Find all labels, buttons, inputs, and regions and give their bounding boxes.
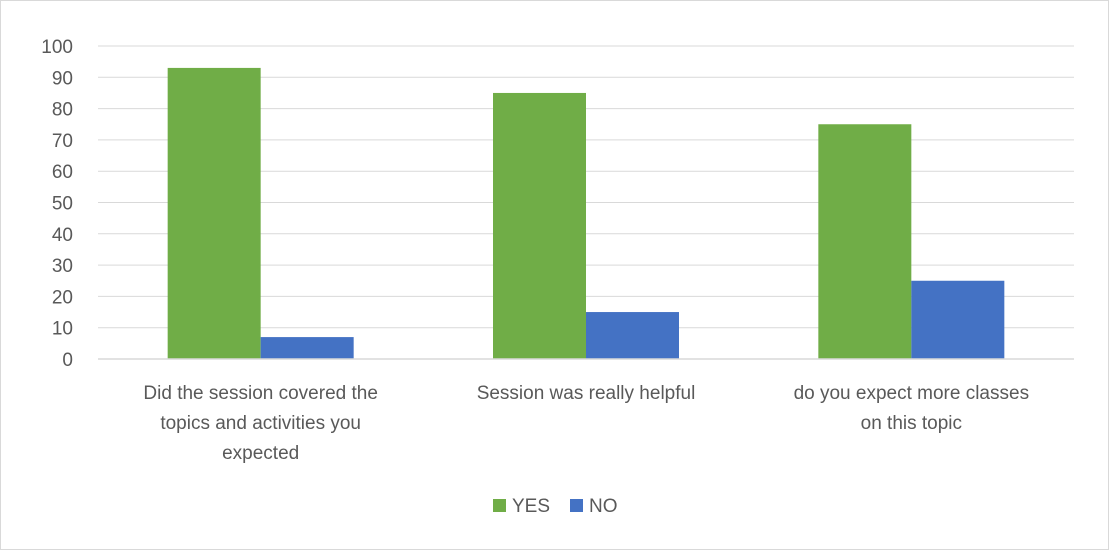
y-tick-label: 50 [52, 194, 73, 215]
x-category-label: Did the session covered the [143, 383, 377, 404]
y-tick-label: 60 [52, 162, 73, 183]
bar-no-2 [586, 312, 679, 359]
bar-yes-3 [818, 124, 912, 359]
y-tick-label: 100 [41, 37, 73, 58]
legend: YES NO [493, 496, 618, 517]
y-tick-label: 0 [62, 350, 73, 371]
y-tick-label: 90 [52, 68, 73, 89]
bar-no-1 [260, 337, 354, 359]
y-tick-label: 30 [52, 256, 73, 277]
legend-label-yes: YES [512, 496, 550, 517]
x-category-label: on this topic [861, 413, 962, 434]
y-tick-label: 80 [52, 100, 73, 121]
bars [167, 67, 1005, 359]
y-axis-tick-labels: 0 10 20 30 40 50 60 70 80 90 100 [41, 37, 73, 371]
legend-swatch-yes [493, 499, 506, 512]
y-tick-label: 10 [52, 319, 73, 340]
bar-yes-1 [167, 67, 261, 359]
legend-label-no: NO [589, 496, 618, 517]
legend-swatch-no [570, 499, 583, 512]
bar-no-3 [911, 280, 1005, 359]
y-tick-label: 70 [52, 131, 73, 152]
x-category-label: expected [222, 443, 299, 464]
x-category-label: Session was really helpful [477, 383, 696, 404]
x-category-label: topics and activities you [160, 413, 361, 434]
y-tick-label: 40 [52, 225, 73, 246]
y-tick-label: 20 [52, 287, 73, 308]
x-axis-category-labels: Did the session covered the topics and ac… [143, 383, 1029, 464]
x-category-label: do you expect more classes [794, 383, 1030, 404]
bar-yes-2 [493, 92, 586, 359]
